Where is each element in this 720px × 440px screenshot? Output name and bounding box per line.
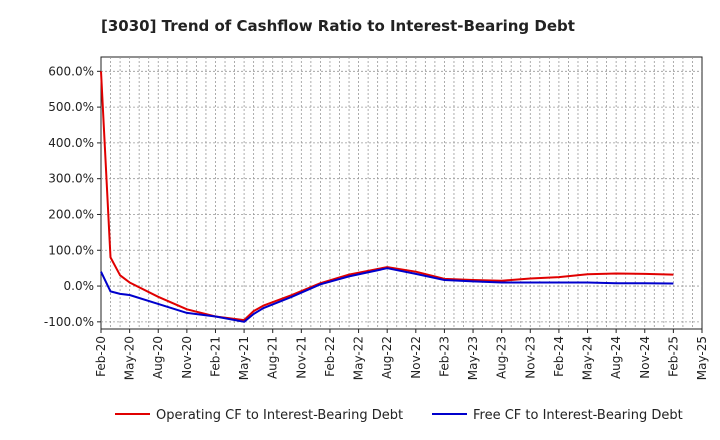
x-tick-label: Nov-21 [294, 336, 308, 379]
x-tick-label: Aug-23 [495, 336, 509, 379]
x-tick-label: Aug-22 [380, 336, 394, 379]
x-tick-label: Feb-22 [323, 336, 337, 377]
chart-title: [3030] Trend of Cashflow Ratio to Intere… [101, 17, 575, 35]
y-tick-label: 400.0% [48, 136, 94, 150]
x-tick-label: Feb-24 [552, 336, 566, 377]
legend: Operating CF to Interest-Bearing Debt Fr… [115, 408, 683, 423]
series-line-0 [100, 71, 674, 322]
x-tick-label: May-24 [581, 336, 595, 380]
x-tick-label: May-25 [695, 336, 709, 380]
x-tick-label: Aug-21 [266, 336, 280, 379]
series-line-1 [100, 267, 674, 323]
y-tick-label: -100.0% [44, 315, 94, 329]
y-tick-label: 300.0% [48, 172, 94, 186]
x-axis: Feb-20 May-20 Aug-20 Nov-20 Feb-21 May-21 Aug-… [94, 329, 709, 380]
x-tick-label: Nov-23 [523, 336, 537, 379]
x-tick-label: May-22 [352, 336, 366, 380]
y-tick-label: 200.0% [48, 207, 94, 221]
grid [101, 57, 702, 329]
x-tick-label: Nov-22 [409, 336, 423, 379]
x-tick-label: Feb-25 [666, 336, 680, 377]
x-tick-label: Aug-24 [609, 336, 623, 379]
y-tick-label: 0.0% [64, 279, 95, 293]
x-tick-label: Feb-23 [437, 336, 451, 377]
plot-area [100, 56, 703, 330]
x-tick-label: May-20 [123, 336, 137, 380]
y-tick-label: 100.0% [48, 243, 94, 257]
x-tick-label: Aug-20 [151, 336, 165, 379]
x-tick-label: Feb-21 [208, 336, 222, 377]
x-tick-label: Nov-20 [180, 336, 194, 379]
y-tick-label: 600.0% [48, 64, 94, 78]
x-tick-label: Feb-20 [94, 336, 108, 377]
x-tick-label: May-21 [237, 336, 251, 380]
legend-label-operating-cf: Operating CF to Interest-Bearing Debt [156, 408, 403, 423]
x-tick-label: May-23 [466, 336, 480, 380]
y-axis: 600.0% 500.0% 400.0% 300.0% 200.0% 100.0% 0.0%… [44, 64, 101, 329]
y-tick-label: 500.0% [48, 100, 94, 114]
x-tick-label: Nov-24 [638, 336, 652, 379]
series-lines [100, 71, 674, 323]
legend-label-free-cf: Free CF to Interest-Bearing Debt [473, 408, 683, 423]
